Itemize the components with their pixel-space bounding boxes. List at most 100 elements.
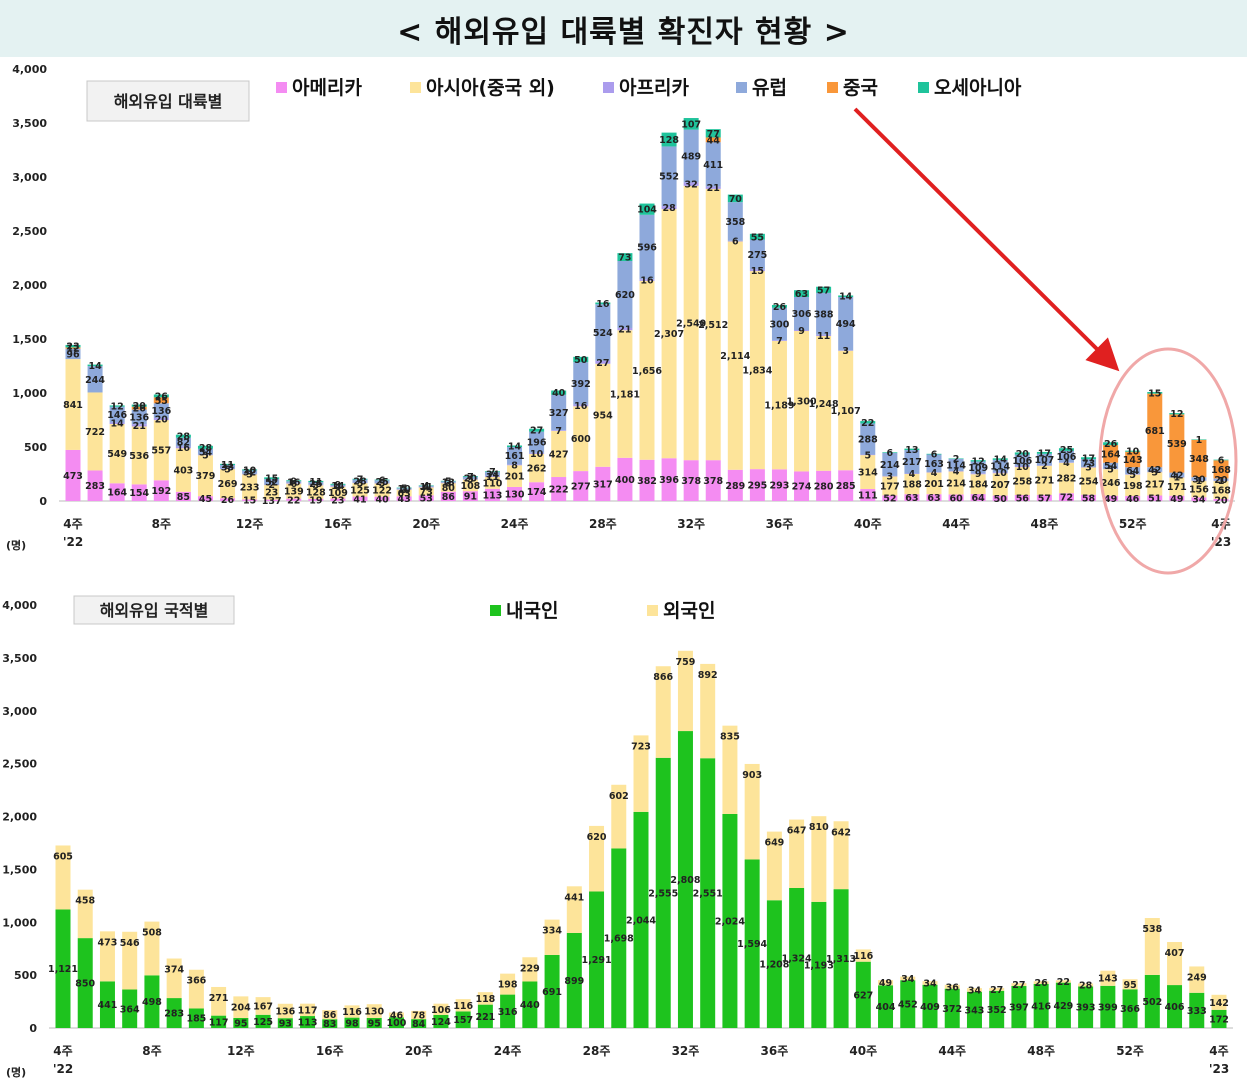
- bar-segment: [374, 496, 390, 501]
- data-label: 2: [268, 480, 275, 491]
- data-label: 473: [98, 937, 118, 948]
- data-label: 27: [1012, 980, 1025, 991]
- data-label: 538: [1142, 924, 1162, 935]
- bar-segment: [211, 986, 227, 1016]
- data-label: 1: [1196, 435, 1203, 446]
- bar-segment: [700, 758, 716, 1028]
- y-tick-label: 1,000: [2, 916, 37, 929]
- bar-segment: [595, 466, 611, 501]
- data-label: 524: [593, 328, 613, 339]
- bar-segment: [705, 137, 721, 143]
- data-label: 835: [720, 732, 740, 743]
- bar-segment: [433, 1014, 449, 1028]
- legend-label: 내국인: [506, 600, 558, 622]
- data-label: 27: [530, 426, 543, 437]
- bar-segment: [816, 334, 832, 336]
- bar-segment: [388, 1012, 404, 1018]
- x-tick-label: 32주: [672, 1044, 700, 1058]
- bar-segment: [462, 476, 478, 477]
- data-label: 262: [527, 464, 547, 475]
- data-label: 5: [445, 477, 452, 488]
- data-label: 40: [375, 494, 389, 505]
- bar-segment: [211, 1015, 227, 1028]
- data-label: 605: [53, 851, 73, 862]
- data-label: 14: [994, 455, 1008, 466]
- data-label: 22: [1057, 977, 1070, 988]
- bar-segment: [611, 848, 627, 1028]
- data-label: 427: [549, 449, 569, 460]
- bar-segment: [926, 472, 942, 495]
- bar-segment: [744, 763, 760, 860]
- bar-segment: [77, 889, 93, 939]
- data-label: 596: [637, 242, 657, 253]
- bar-segment: [109, 422, 125, 424]
- data-label: 16: [574, 401, 588, 412]
- bar-segment: [1213, 478, 1229, 481]
- year-label-start: '22: [53, 1062, 73, 1076]
- data-label: 396: [659, 475, 679, 486]
- bar-segment: [661, 458, 677, 501]
- data-label: 1: [1196, 476, 1203, 487]
- data-label: 429: [1053, 1001, 1073, 1012]
- bar-segment: [904, 473, 920, 495]
- bar-segment: [705, 460, 721, 501]
- bar-segment: [507, 465, 523, 487]
- data-label: 4: [909, 469, 916, 480]
- data-label: 46: [390, 1010, 404, 1021]
- bar-segment: [440, 491, 456, 501]
- bar-segment: [1033, 981, 1049, 985]
- bar-segment: [1125, 451, 1141, 468]
- bar-segment: [522, 957, 538, 982]
- data-label: 6: [1218, 455, 1225, 466]
- data-label: 25: [1060, 445, 1073, 456]
- data-label: 10: [398, 484, 412, 495]
- data-label: 53: [420, 494, 433, 505]
- bar-segment: [1189, 992, 1205, 1028]
- bar-segment: [816, 292, 832, 335]
- bar-segment: [1103, 442, 1119, 446]
- data-label: 7: [489, 467, 496, 478]
- data-label: 43: [398, 494, 411, 505]
- bar-segment: [1011, 983, 1027, 987]
- data-label: 55: [751, 232, 764, 243]
- data-label: 23: [66, 342, 79, 353]
- bar-segment: [374, 482, 390, 484]
- data-label: 26: [1104, 439, 1118, 450]
- bar-segment: [330, 484, 346, 487]
- y-tick-label: 3,500: [2, 652, 37, 665]
- data-label: 16: [640, 276, 654, 287]
- bar-segment: [197, 455, 213, 497]
- bar-segment: [99, 981, 115, 1028]
- data-label: 124: [431, 1017, 451, 1028]
- data-label: 759: [676, 657, 696, 668]
- bar-segment: [308, 484, 324, 486]
- bar-segment: [727, 469, 743, 501]
- data-label: 168: [1211, 485, 1231, 496]
- data-label: 15: [265, 474, 278, 485]
- bar-segment: [771, 340, 787, 341]
- data-label: 80: [442, 483, 456, 494]
- bar-segment: [264, 478, 280, 485]
- bar-segment: [551, 390, 567, 395]
- bar-segment: [308, 498, 324, 501]
- bar-segment: [655, 666, 671, 758]
- data-label: 93: [279, 1019, 292, 1030]
- data-label: 34: [968, 985, 982, 996]
- data-label: 28: [199, 443, 213, 454]
- data-label: 14: [111, 419, 125, 430]
- bar-segment: [855, 949, 871, 962]
- data-label: 12: [66, 344, 79, 355]
- data-label: 2,044: [626, 915, 656, 926]
- bar-segment: [411, 1010, 427, 1020]
- data-label: 6: [379, 475, 386, 486]
- bar-segment: [766, 831, 782, 901]
- data-label: 2: [953, 454, 960, 465]
- data-label: 1,181: [610, 390, 640, 401]
- bar-segment: [462, 478, 478, 480]
- bar-segment: [352, 478, 368, 480]
- bar-segment: [255, 1014, 271, 1028]
- data-label: 1,834: [742, 366, 772, 377]
- bar-segment: [197, 496, 213, 501]
- y-tick-label: 3,500: [12, 117, 47, 130]
- bar-segment: [65, 449, 81, 501]
